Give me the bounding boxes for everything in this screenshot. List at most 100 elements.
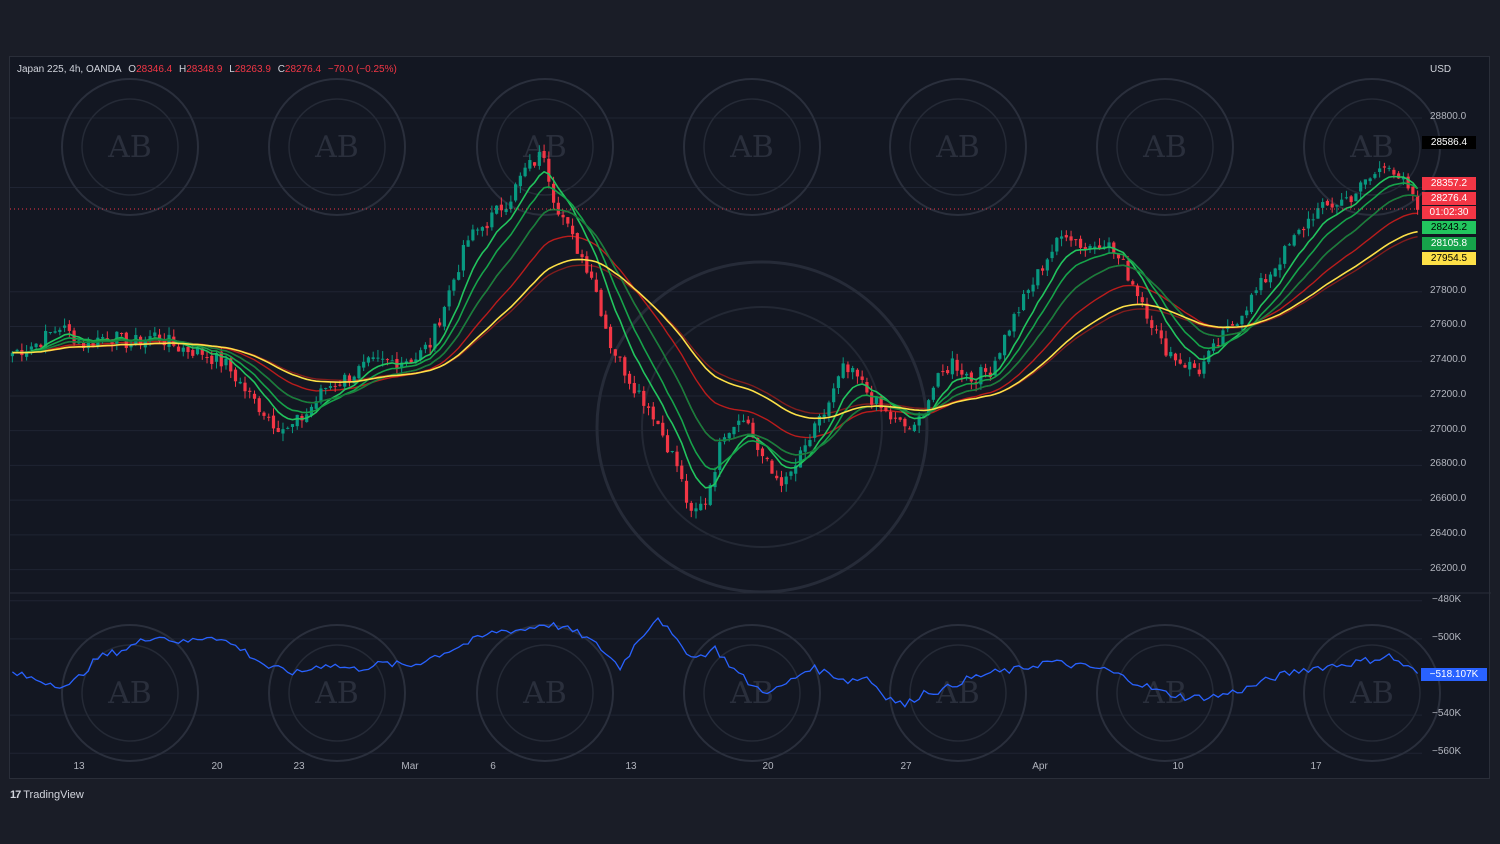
candle-body	[528, 160, 532, 169]
candle-body	[1107, 242, 1111, 249]
candle-body	[950, 358, 954, 375]
candle-body	[44, 330, 48, 349]
candle-body	[25, 351, 29, 357]
candle-body	[490, 212, 494, 228]
candle-body	[855, 369, 860, 377]
candle-body	[936, 373, 940, 387]
candle-body	[537, 151, 541, 166]
candle-body	[1207, 350, 1211, 363]
watermark-text: AB	[522, 676, 567, 711]
price-tick-label: 27000.0	[1430, 423, 1467, 435]
candle-body	[1093, 246, 1097, 248]
price-tick-label: 27800.0	[1430, 284, 1467, 296]
watermark-seal-icon	[909, 98, 1007, 196]
candle-body	[148, 336, 152, 340]
candle-body	[343, 374, 347, 387]
candle-body	[827, 402, 831, 416]
watermark-seal-icon	[496, 98, 594, 196]
time-tick-label: 10	[1172, 761, 1184, 772]
candle-body	[1026, 290, 1030, 293]
candle-body	[988, 372, 992, 378]
candle-body	[153, 332, 157, 337]
candle-body	[1287, 244, 1292, 246]
candle-body	[765, 457, 769, 460]
candle-body	[580, 254, 584, 258]
candle-body	[1131, 281, 1135, 285]
candle-body	[808, 440, 812, 447]
candle-body	[518, 175, 522, 187]
candle-body	[1169, 351, 1173, 357]
candle-body	[599, 289, 603, 316]
candle-body	[689, 502, 693, 511]
candle-body	[1216, 345, 1220, 347]
candle-body	[115, 331, 119, 344]
candle-body	[181, 347, 185, 352]
candle-body	[1083, 247, 1087, 250]
candle-body	[922, 415, 926, 417]
candle-body	[495, 205, 499, 214]
candle-body	[267, 416, 271, 418]
candle-body	[1382, 166, 1386, 168]
candle-body	[784, 476, 788, 485]
candle-body	[751, 422, 755, 438]
candle-body	[419, 350, 423, 361]
candle-body	[656, 420, 660, 425]
candle-body	[865, 381, 869, 393]
symbol-label[interactable]: Japan 225, 4h, OANDA	[17, 64, 122, 75]
candle-body	[670, 450, 674, 452]
low-value: 28263.9	[234, 64, 271, 75]
watermark-seal-icon	[61, 624, 199, 762]
candle-body	[248, 390, 252, 392]
high-value: 28348.9	[186, 64, 223, 75]
candle-body	[34, 343, 38, 348]
candle-body	[338, 384, 342, 386]
candle-body	[53, 331, 57, 333]
candle-body	[903, 418, 907, 427]
candle-body	[86, 339, 90, 349]
chart-panel[interactable]: AB AB AB AB AB AB AB AB AB AB AB AB AB AB	[9, 56, 1491, 780]
candle-body	[1297, 229, 1301, 234]
candle-body	[238, 381, 242, 384]
watermark-seal-icon	[268, 624, 406, 762]
candle-body	[713, 472, 717, 488]
open-value: 28346.4	[136, 64, 173, 75]
tradingview-branding[interactable]: 17 TradingView	[10, 789, 84, 801]
time-tick-label: 23	[293, 761, 305, 772]
candle-body	[286, 427, 290, 429]
candle-body	[993, 360, 997, 376]
candle-body	[523, 167, 527, 177]
candle-body	[1121, 258, 1125, 260]
candle-body	[661, 422, 665, 436]
ema-50-line	[12, 230, 1418, 420]
candle-body	[1397, 173, 1401, 179]
watermark-seal-icon	[288, 644, 386, 742]
candle-body	[1164, 338, 1168, 356]
candle-body	[1012, 314, 1016, 332]
candle-body	[608, 326, 613, 349]
candle-body	[870, 392, 874, 405]
candle-body	[817, 415, 822, 426]
candle-body	[642, 390, 646, 406]
candle-body	[1335, 205, 1339, 207]
watermark-text: AB	[314, 676, 359, 711]
watermark-seal-icon	[81, 98, 179, 196]
candle-body	[176, 346, 181, 352]
candle-body	[514, 184, 518, 201]
time-tick-label: Mar	[401, 761, 419, 772]
candle-body	[1235, 324, 1239, 327]
change-value: −70.0 (−0.25%)	[327, 64, 397, 75]
candle-body	[1007, 330, 1011, 336]
candle-body	[1264, 279, 1268, 283]
watermark-seal-icon	[476, 78, 614, 216]
candle-body	[1349, 196, 1353, 203]
candle-body	[760, 448, 765, 457]
candle-body	[1050, 251, 1054, 259]
candle-body	[1344, 197, 1349, 199]
candle-body	[10, 352, 14, 357]
candle-body	[366, 357, 371, 363]
candle-body	[1273, 268, 1277, 277]
candle-body	[979, 367, 983, 385]
watermark-seal-icon	[1323, 98, 1421, 196]
candle-body	[917, 416, 921, 426]
